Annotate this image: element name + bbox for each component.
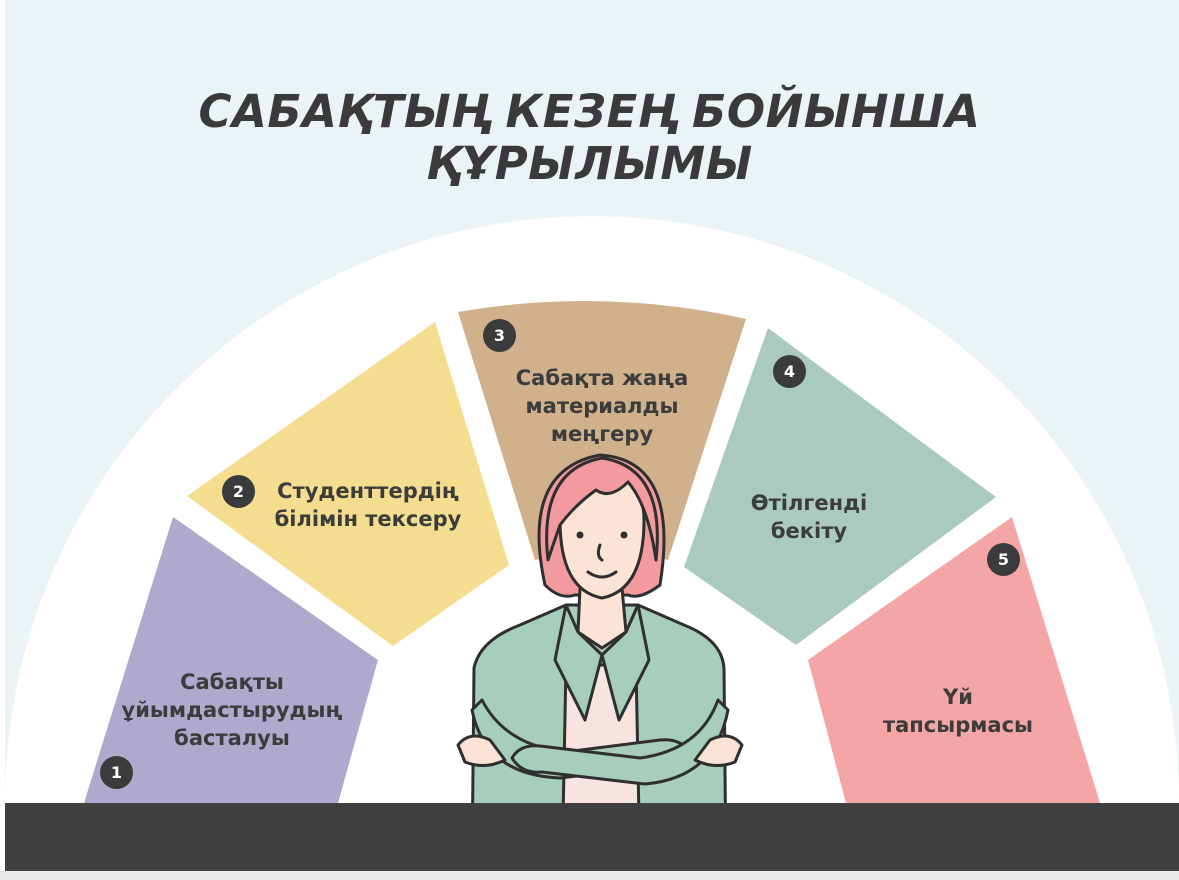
left-edge [0, 0, 5, 880]
right-eye [620, 531, 628, 539]
mouth [586, 570, 618, 579]
infographic-title: САБАҚТЫҢ КЕЗЕҢ БОЙЫНША ҚҰРЫЛЫМЫ [0, 86, 1179, 190]
right-hand [693, 734, 744, 767]
left-eye [576, 531, 584, 539]
stage-number-4: 4 [773, 355, 806, 388]
hair-front [545, 456, 659, 562]
right-arm [510, 698, 730, 786]
stage-label-5: Үй тапсырмасы [882, 685, 1034, 737]
stage-sector-2 [187, 322, 509, 646]
stage-number-2: 2 [222, 475, 255, 508]
nose [596, 543, 604, 562]
stage-number-3: 3 [483, 319, 516, 352]
stage-label-4: Өтілгенді бекіту [750, 491, 868, 543]
bottom-band [5, 803, 1179, 871]
stage-label-2: Студенттердің білімін тексеру [274, 479, 462, 531]
stage-number-1: 1 [100, 756, 133, 789]
stage-sector-4 [684, 328, 996, 645]
stage-sector-5 [808, 517, 1100, 803]
left-lapel [553, 603, 604, 722]
stage-sector-1 [84, 517, 378, 803]
bottom-edge [0, 871, 1179, 880]
stage-label-3: Сабақта жаңа материалды меңгеру [515, 366, 689, 446]
title-line-1: САБАҚТЫҢ КЕЗЕҢ БОЙЫНША [198, 85, 981, 138]
stage-sector-3 [458, 301, 746, 560]
stage-number-5: 5 [987, 543, 1020, 576]
title-line-2: ҚҰРЫЛЫМЫ [426, 137, 753, 190]
right-lapel [600, 603, 651, 722]
left-hand [456, 734, 507, 767]
stage-label-1: Сабақты ұйымдастырудың басталуы [121, 670, 343, 750]
